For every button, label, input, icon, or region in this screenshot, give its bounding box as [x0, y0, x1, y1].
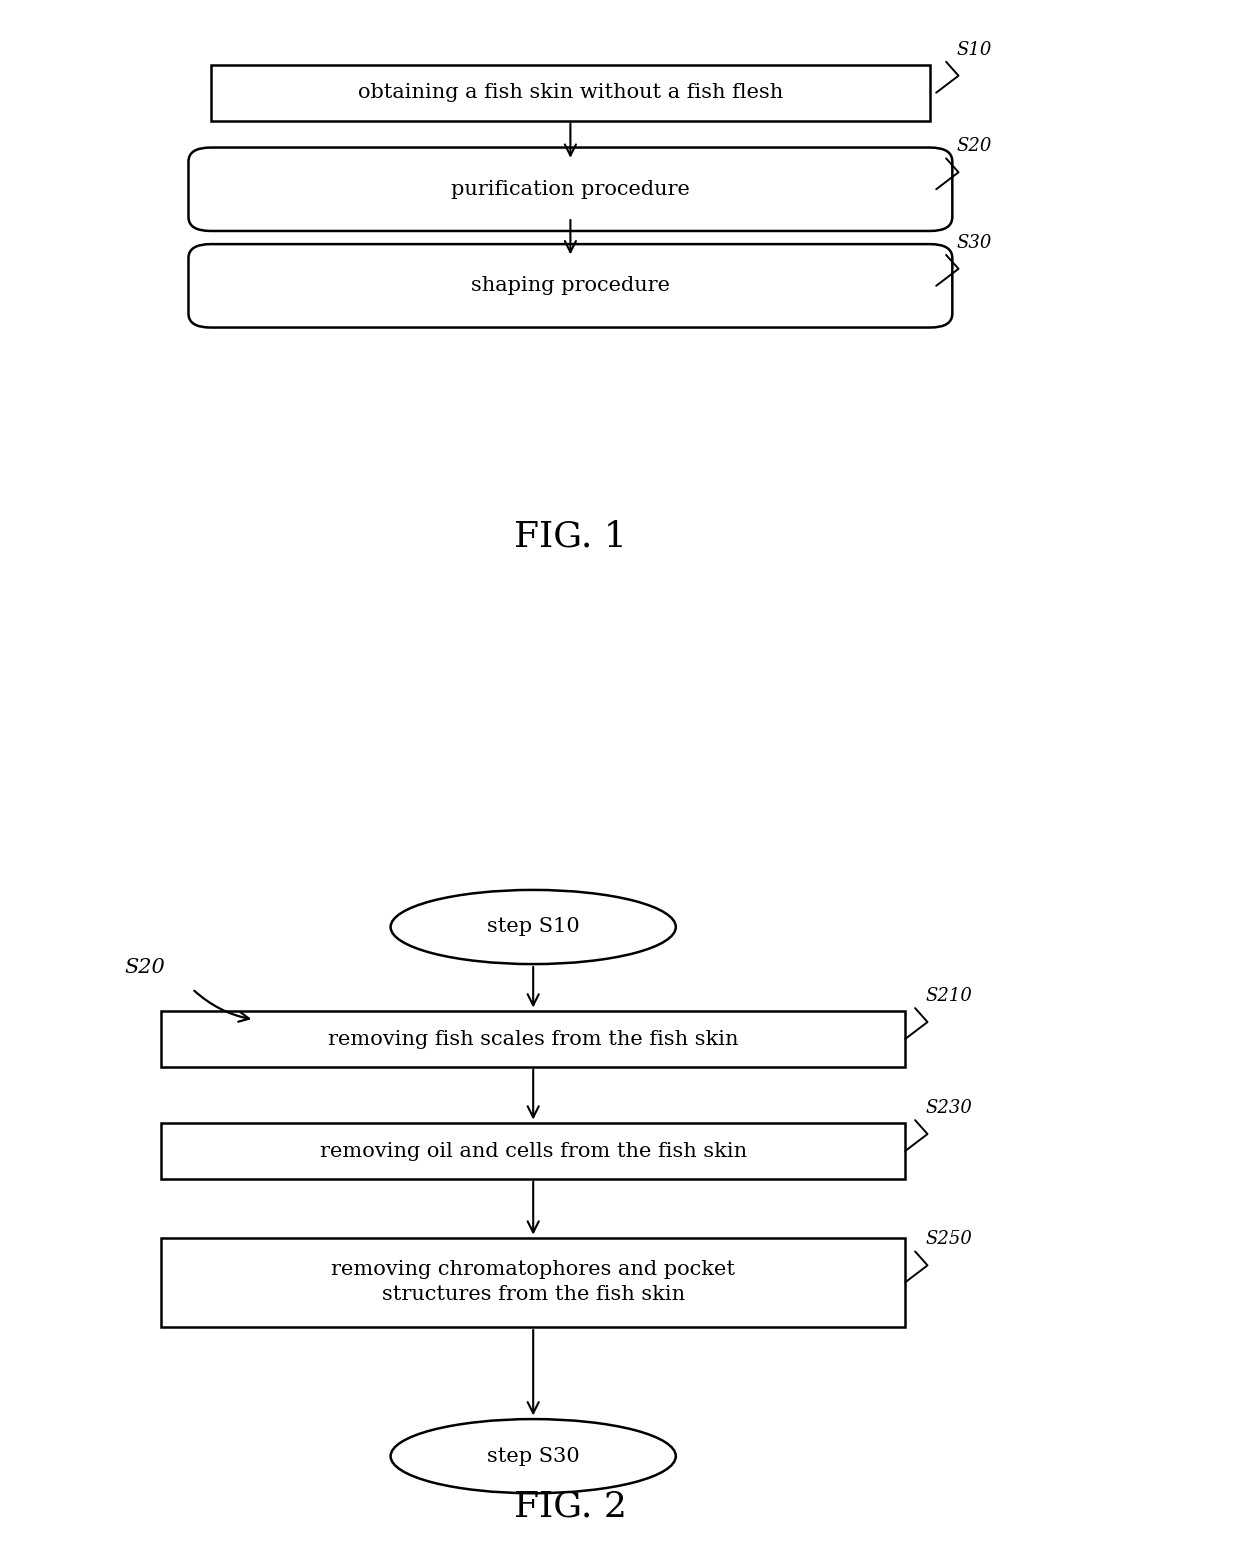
Text: S20: S20 [124, 958, 165, 978]
Text: shaping procedure: shaping procedure [471, 277, 670, 295]
Text: obtaining a fish skin without a fish flesh: obtaining a fish skin without a fish fle… [358, 83, 782, 102]
Text: S210: S210 [925, 987, 972, 1004]
Text: step S10: step S10 [487, 918, 579, 936]
FancyBboxPatch shape [188, 148, 952, 230]
Text: step S30: step S30 [487, 1446, 579, 1466]
FancyBboxPatch shape [161, 1010, 905, 1066]
Ellipse shape [391, 890, 676, 964]
FancyBboxPatch shape [211, 65, 930, 121]
Text: S250: S250 [925, 1230, 972, 1248]
Text: purification procedure: purification procedure [451, 179, 689, 199]
Text: S10: S10 [956, 40, 992, 59]
Text: FIG. 2: FIG. 2 [513, 1489, 627, 1523]
FancyBboxPatch shape [188, 244, 952, 328]
Text: removing oil and cells from the fish skin: removing oil and cells from the fish ski… [320, 1142, 746, 1160]
Text: removing fish scales from the fish skin: removing fish scales from the fish skin [327, 1029, 739, 1049]
Text: FIG. 1: FIG. 1 [513, 519, 627, 555]
Ellipse shape [391, 1418, 676, 1492]
Text: removing chromatophores and pocket
structures from the fish skin: removing chromatophores and pocket struc… [331, 1261, 735, 1304]
FancyBboxPatch shape [161, 1238, 905, 1327]
Text: S20: S20 [956, 138, 992, 156]
Text: S230: S230 [925, 1098, 972, 1117]
FancyBboxPatch shape [161, 1123, 905, 1179]
Text: S30: S30 [956, 233, 992, 252]
